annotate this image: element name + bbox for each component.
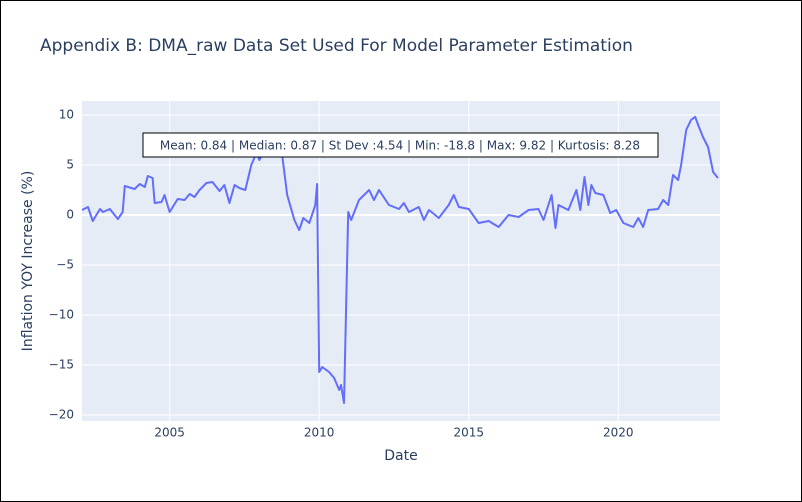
x-tick-label: 2015 xyxy=(453,426,484,440)
x-tick-label: 2020 xyxy=(603,426,634,440)
x-tick-label: 2010 xyxy=(304,426,335,440)
annotation: Mean: 0.84 | Median: 0.87 | St Dev :4.54… xyxy=(160,139,640,153)
y-axis-title: Inflation YOY Increase (%) xyxy=(20,171,36,352)
y-tick-label: 0 xyxy=(66,208,74,222)
line-series xyxy=(81,115,719,404)
y-tick-label: −10 xyxy=(49,308,74,322)
annotation-box xyxy=(142,132,659,158)
y-tick-label: 10 xyxy=(59,108,74,122)
y-tick-label: −15 xyxy=(49,358,74,372)
y-tick-label: 5 xyxy=(66,158,74,172)
y-tick-label: −5 xyxy=(56,258,74,272)
x-tick-label: 2005 xyxy=(154,426,185,440)
y-tick-label: −20 xyxy=(49,408,74,422)
chart-title: Appendix B: DMA_raw Data Set Used For Mo… xyxy=(40,36,633,56)
x-axis-title: Date xyxy=(384,448,417,464)
